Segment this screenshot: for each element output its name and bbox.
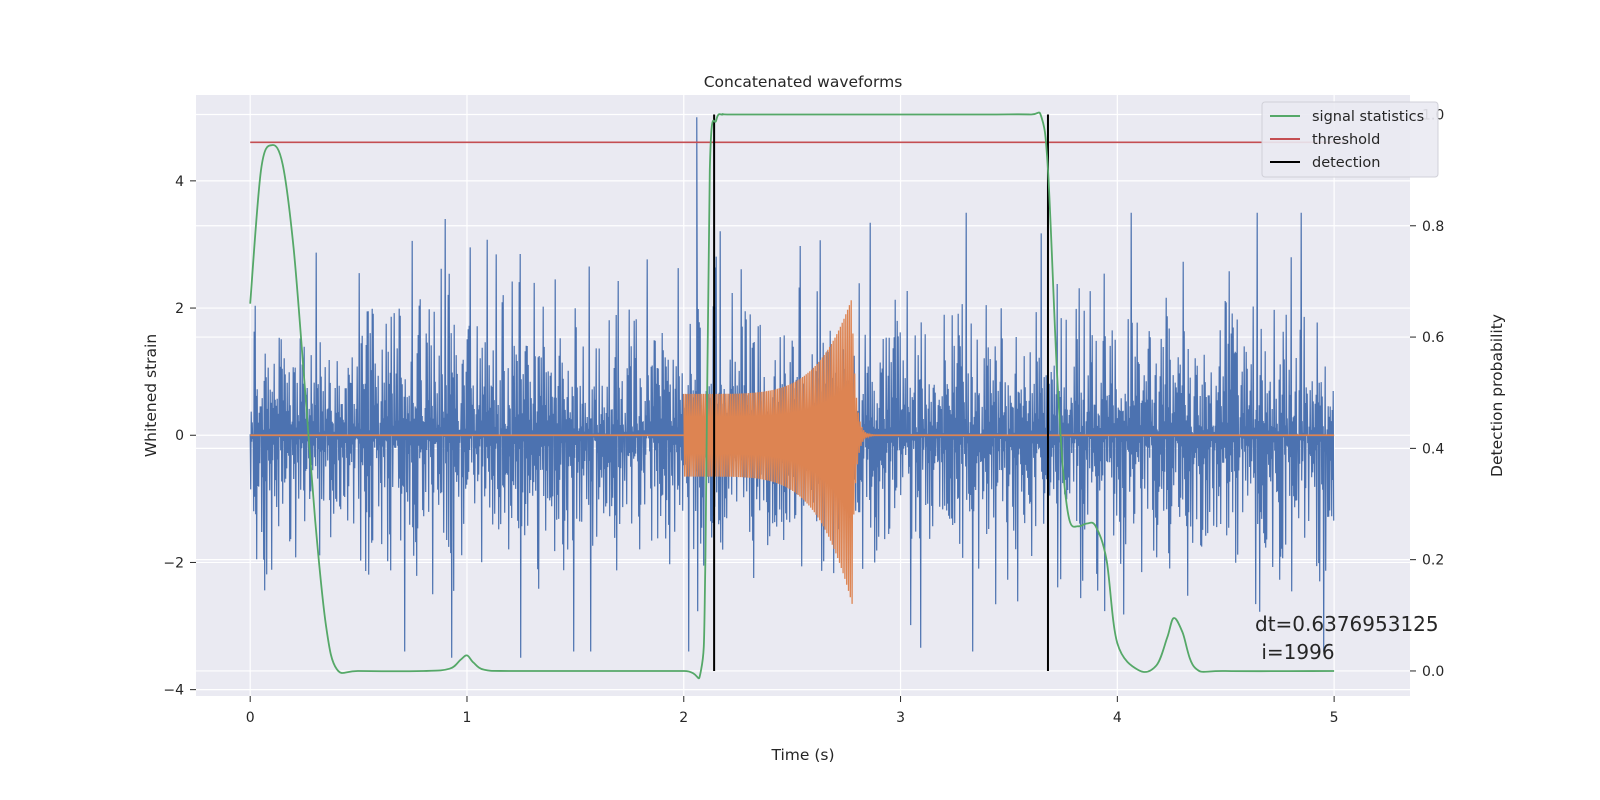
signal-statistics-series-line — [249, 111, 1335, 680]
detection-lines — [713, 114, 1049, 671]
y-tick-label: 4 — [175, 174, 184, 190]
x-tick-label: 3 — [896, 710, 905, 726]
y-right-tick-label: 0.2 — [1422, 553, 1444, 569]
y-axis-ticks: −4 −2 0 2 4 — [163, 174, 196, 699]
y-tick-label: 0 — [175, 428, 184, 444]
y-tick-label: −2 — [163, 555, 184, 571]
x-tick-label: 1 — [463, 710, 472, 726]
annotation-dt: dt=0.6376953125 — [1255, 612, 1439, 636]
x-tick-label: 4 — [1113, 710, 1122, 726]
y-right-tick-label: 0.4 — [1422, 441, 1444, 457]
y-right-tick-label: 0.0 — [1422, 664, 1444, 680]
y-tick-label: −4 — [163, 683, 184, 699]
y-right-tick-label: 0.6 — [1422, 330, 1444, 346]
x-axis-ticks: 0 1 2 3 4 5 — [246, 696, 1339, 726]
x-tick-label: 5 — [1330, 710, 1339, 726]
injected-waveform-series — [683, 300, 889, 604]
x-tick-label: 2 — [679, 710, 688, 726]
x-tick-label: 0 — [246, 710, 255, 726]
legend-label-threshold: threshold — [1312, 132, 1380, 148]
x-axis-label: Time (s) — [770, 746, 834, 764]
legend-label-detection: detection — [1312, 155, 1380, 171]
chart-title: Concatenated waveforms — [704, 73, 903, 91]
y-tick-label: 2 — [175, 301, 184, 317]
y-right-axis-label: Detection probability — [1488, 314, 1506, 477]
legend-box — [1261, 101, 1439, 178]
annotation-index: i=1996 — [1255, 640, 1335, 664]
y-axis-label: Whitened strain — [142, 334, 160, 457]
y-right-tick-label: 0.8 — [1422, 219, 1444, 235]
grid-right-axis — [196, 113, 1410, 672]
legend: signal statistics threshold detection — [1261, 101, 1439, 178]
legend-label-signal-statistics: signal statistics — [1312, 109, 1424, 125]
